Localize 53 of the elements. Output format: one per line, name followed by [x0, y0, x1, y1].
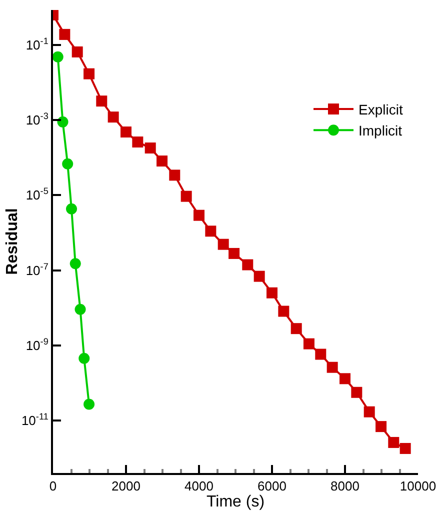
point: [388, 436, 400, 448]
x-axis-title: Time (s): [206, 494, 265, 511]
x-tick-label: 6000: [258, 478, 286, 494]
point: [156, 156, 168, 167]
y-tick-label: 10$^{-7}$: [26, 261, 48, 278]
point: [84, 68, 95, 80]
point: [180, 190, 192, 202]
point: [53, 51, 64, 62]
point: [315, 348, 326, 360]
y-tick-label: 10$^{-11}$: [21, 412, 48, 428]
point: [62, 158, 74, 170]
point: [57, 116, 68, 128]
point: [303, 338, 314, 350]
point: [326, 362, 338, 373]
point: [228, 248, 240, 259]
x-tick-label: 0: [49, 478, 57, 494]
y-tick-label: 10$^{-3}$: [26, 111, 48, 128]
point: [144, 142, 156, 154]
point: [290, 323, 302, 334]
point: [132, 136, 144, 148]
point: [376, 421, 387, 432]
y-axis-title: Residual: [4, 208, 21, 275]
point: [205, 226, 216, 237]
point: [70, 258, 81, 270]
point: [169, 170, 180, 181]
point: [194, 210, 204, 221]
point: [400, 442, 411, 454]
x-tick-label: 8000: [330, 478, 360, 494]
legend-label: Explicit: [358, 101, 403, 118]
point: [364, 406, 375, 418]
y-tick-label: 10$^{-9}$: [26, 336, 48, 353]
point: [66, 203, 78, 214]
point: [108, 112, 119, 123]
x-tick-label: 10000: [400, 478, 436, 494]
point: [242, 259, 254, 270]
point: [78, 352, 90, 364]
y-tick-label: 10$^{-5}$: [26, 186, 48, 203]
point: [120, 126, 132, 138]
point: [96, 96, 108, 107]
point: [266, 287, 278, 298]
point: [72, 46, 83, 58]
y-tick-label: 10$^{-1}$: [26, 36, 48, 52]
point: [351, 386, 362, 398]
point: [74, 304, 86, 315]
point: [254, 270, 265, 282]
point: [59, 28, 70, 40]
x-tick-label: 4000: [184, 478, 214, 494]
point: [218, 238, 229, 250]
point: [84, 398, 95, 410]
x-tick-label: 2000: [112, 478, 140, 494]
point: [278, 306, 290, 317]
legend-label: Implicit: [358, 122, 402, 139]
point: [340, 373, 350, 384]
